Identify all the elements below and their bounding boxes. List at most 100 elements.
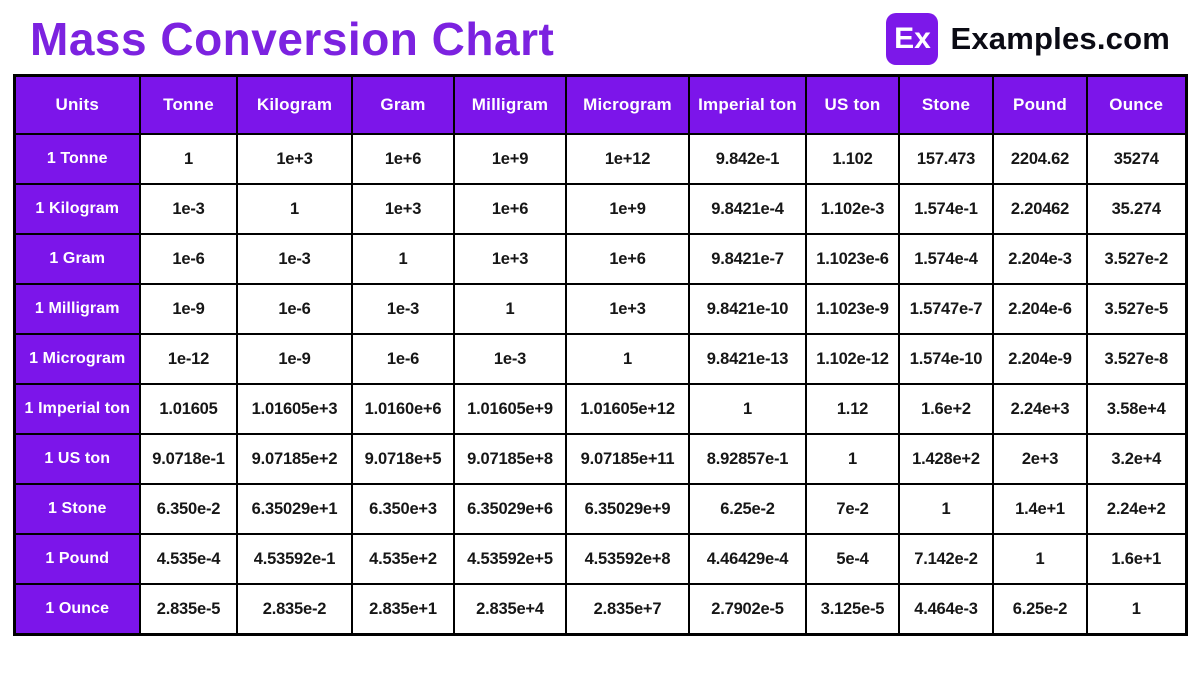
value-cell: 1 — [236, 183, 353, 235]
value-cell: 2.835e-5 — [139, 583, 238, 636]
brand-name: Examples.com — [950, 21, 1170, 56]
value-cell: 2.204e-6 — [992, 283, 1088, 335]
value-cell: 1.0160e+6 — [351, 383, 455, 435]
value-cell: 1.574e-1 — [898, 183, 994, 235]
value-cell: 1.102 — [805, 133, 900, 185]
value-cell: 1 — [139, 133, 238, 185]
value-cell: 1e+3 — [351, 183, 455, 235]
value-cell: 1.5747e-7 — [898, 283, 994, 335]
value-cell: 1 — [688, 383, 807, 435]
column-header: Milligram — [453, 74, 567, 135]
value-cell: 1.01605e+9 — [453, 383, 567, 435]
column-header: Kilogram — [236, 74, 353, 135]
value-cell: 1e+3 — [236, 133, 353, 185]
value-cell: 2.24e+3 — [992, 383, 1088, 435]
table-row: 1 Milligram 1e-9 1e-6 1e-3 1 1e+3 9.8421e-10 1.… — [13, 283, 1187, 335]
value-cell: 9.0718e+5 — [351, 433, 455, 485]
row-label: 1 Ounce — [13, 583, 141, 636]
value-cell: 5e-4 — [805, 533, 900, 585]
value-cell: 1.102e-12 — [805, 333, 900, 385]
value-cell: 7e-2 — [805, 483, 900, 535]
table-row: 1 Stone 6.350e-2 6.35029e+1 6.350e+3 6.35029… — [13, 483, 1187, 535]
row-label: 1 Gram — [13, 233, 141, 285]
row-label: 1 Kilogram — [13, 183, 141, 235]
value-cell: 4.535e+2 — [351, 533, 455, 585]
brand-logo: Ex Examples.com — [886, 13, 1170, 65]
value-cell: 9.07185e+2 — [236, 433, 353, 485]
column-header-units: Units — [13, 74, 141, 135]
value-cell: 1e-6 — [236, 283, 353, 335]
row-label: 1 Imperial ton — [13, 383, 141, 435]
value-cell: 9.842e-1 — [688, 133, 807, 185]
row-label: 1 US ton — [13, 433, 141, 485]
value-cell: 1.01605e+12 — [565, 383, 690, 435]
value-cell: 35274 — [1086, 133, 1187, 185]
value-cell: 1e+12 — [565, 133, 690, 185]
value-cell: 3.58e+4 — [1086, 383, 1187, 435]
column-header: Gram — [351, 74, 455, 135]
value-cell: 1.1023e-9 — [805, 283, 900, 335]
value-cell: 1e-3 — [236, 233, 353, 285]
column-header: Pound — [992, 74, 1088, 135]
page-header: Mass Conversion Chart Ex Examples.com — [0, 0, 1200, 70]
value-cell: 9.8421e-10 — [688, 283, 807, 335]
value-cell: 4.464e-3 — [898, 583, 994, 636]
column-header: Imperial ton — [688, 74, 807, 135]
value-cell: 9.07185e+11 — [565, 433, 690, 485]
value-cell: 6.35029e+6 — [453, 483, 567, 535]
value-cell: 1e+3 — [453, 233, 567, 285]
value-cell: 4.53592e+8 — [565, 533, 690, 585]
value-cell: 1e-12 — [139, 333, 238, 385]
value-cell: 1.428e+2 — [898, 433, 994, 485]
value-cell: 3.2e+4 — [1086, 433, 1187, 485]
value-cell: 35.274 — [1086, 183, 1187, 235]
column-header: Microgram — [565, 74, 690, 135]
value-cell: 1.4e+1 — [992, 483, 1088, 535]
value-cell: 1e-3 — [453, 333, 567, 385]
value-cell: 1.574e-4 — [898, 233, 994, 285]
value-cell: 1e-9 — [236, 333, 353, 385]
value-cell: 2.835e+1 — [351, 583, 455, 636]
row-label: 1 Stone — [13, 483, 141, 535]
value-cell: 1 — [565, 333, 690, 385]
mass-conversion-table: Units Tonne Kilogram Gram Milligram Microgram… — [12, 74, 1188, 636]
value-cell: 4.46429e-4 — [688, 533, 807, 585]
value-cell: 2.835e+7 — [565, 583, 690, 636]
value-cell: 6.350e-2 — [139, 483, 238, 535]
row-label: 1 Milligram — [13, 283, 141, 335]
table-row: 1 Kilogram 1e-3 1 1e+3 1e+6 1e+9 9.8421e-4 1.10… — [13, 183, 1187, 235]
value-cell: 1e-9 — [139, 283, 238, 335]
value-cell: 6.25e-2 — [688, 483, 807, 535]
value-cell: 2.835e-2 — [236, 583, 353, 636]
row-label: 1 Tonne — [13, 133, 141, 185]
value-cell: 1e-6 — [351, 333, 455, 385]
value-cell: 1.12 — [805, 383, 900, 435]
value-cell: 3.527e-5 — [1086, 283, 1187, 335]
value-cell: 4.53592e+5 — [453, 533, 567, 585]
value-cell: 3.527e-8 — [1086, 333, 1187, 385]
value-cell: 9.8421e-4 — [688, 183, 807, 235]
value-cell: 3.527e-2 — [1086, 233, 1187, 285]
value-cell: 2.24e+2 — [1086, 483, 1187, 535]
value-cell: 1e-3 — [351, 283, 455, 335]
value-cell: 2.7902e-5 — [688, 583, 807, 636]
value-cell: 1.574e-10 — [898, 333, 994, 385]
value-cell: 1.01605 — [139, 383, 238, 435]
column-header: Ounce — [1086, 74, 1187, 135]
value-cell: 1e+6 — [565, 233, 690, 285]
value-cell: 2.835e+4 — [453, 583, 567, 636]
value-cell: 6.25e-2 — [992, 583, 1088, 636]
examples-logo-icon: Ex — [886, 13, 939, 65]
value-cell: 4.53592e-1 — [236, 533, 353, 585]
value-cell: 1 — [992, 533, 1088, 585]
value-cell: 1.6e+2 — [898, 383, 994, 435]
row-label: 1 Microgram — [13, 333, 141, 385]
table-row: 1 Tonne 1 1e+3 1e+6 1e+9 1e+12 9.842e-1 1.102 15… — [13, 133, 1187, 185]
value-cell: 4.535e-4 — [139, 533, 238, 585]
value-cell: 1 — [453, 283, 567, 335]
value-cell: 9.0718e-1 — [139, 433, 238, 485]
value-cell: 1 — [351, 233, 455, 285]
value-cell: 1.1023e-6 — [805, 233, 900, 285]
value-cell: 1e+9 — [565, 183, 690, 235]
value-cell: 2.204e-3 — [992, 233, 1088, 285]
